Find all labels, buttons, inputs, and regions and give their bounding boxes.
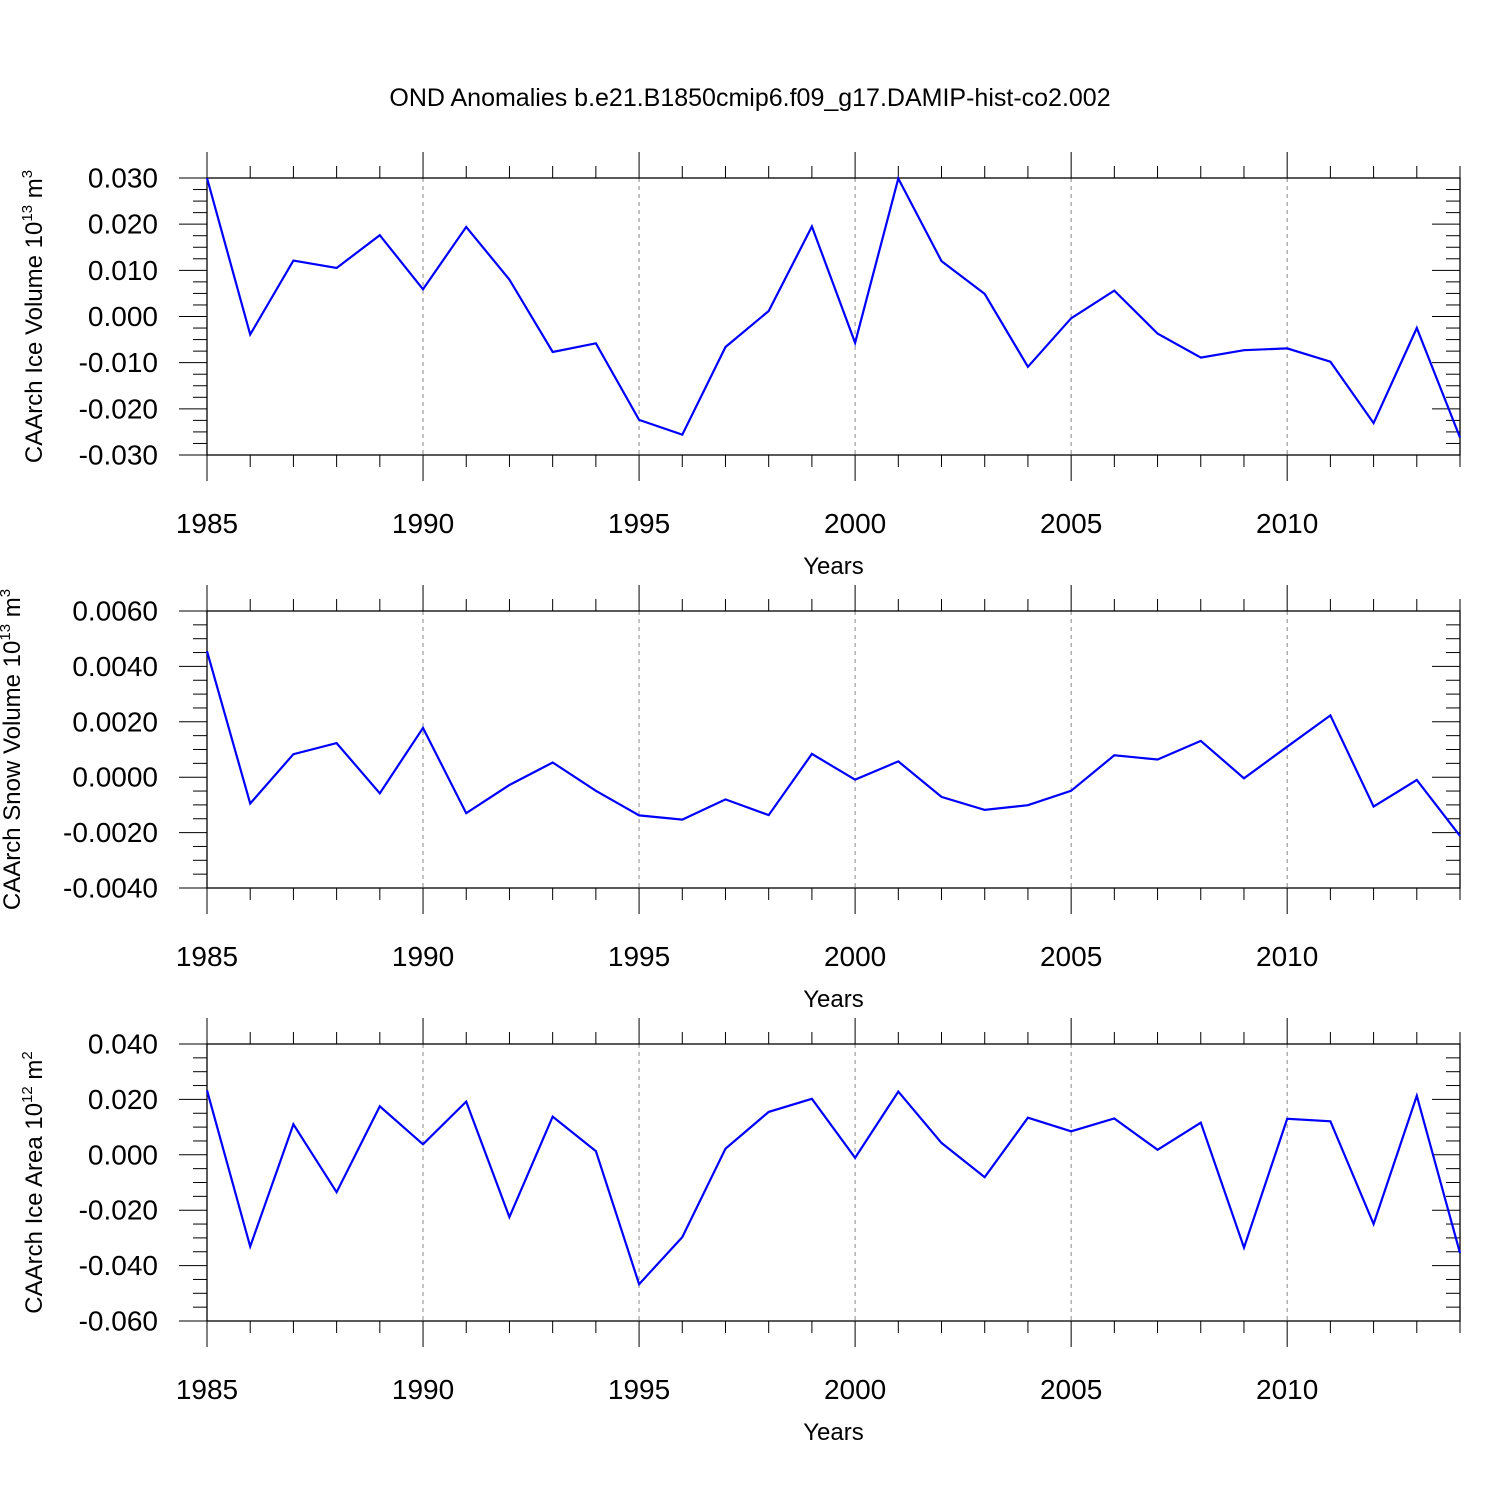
chart-panel-ice-volume: 0.030 0.020 0.010 0.000 -0.010 -0.020 -0.030 19… [19,152,1462,580]
x-tick-label: 2010 [1256,508,1318,539]
y-axis-label-part: 3 [0,589,14,597]
y-tick-label: 0.030 [88,163,158,194]
x-tick-label: 2005 [1040,1374,1102,1405]
y-tick-label: -0.010 [79,347,158,378]
x-tick-label: 1985 [176,941,238,972]
y-axis-label-part: 13 [0,624,14,641]
chart-panel-snow-volume: 0.0060 0.0040 0.0020 0.0000 -0.0020 -0.0040 19… [0,585,1461,1013]
plot-frame [206,1043,1461,1322]
figure-title: OND Anomalies b.e21.B1850cmip6.f09_g17.D… [389,84,1110,112]
x-tick-label: 1995 [608,941,670,972]
y-tick-label: 0.020 [88,1084,158,1115]
x-tick-label: 2005 [1040,508,1102,539]
y-axis-label-part: 3 [19,170,36,178]
y-axis-label-part: m [21,1060,48,1087]
y-axis-label-part: CAArch Ice Volume 10 [21,222,48,463]
chart-panel-ice-area: 0.040 0.020 0.000 -0.020 -0.040 -0.060 1985 199… [19,1018,1462,1446]
y-axis-label: CAArch Snow Volume 1013 m3 [0,589,26,910]
y-tick-label: -0.0040 [63,873,158,904]
series-line [205,650,1461,837]
y-tick-label: 0.000 [88,301,158,332]
y-axis-label-part: m [0,597,26,624]
plot-frame [206,610,1461,889]
x-tick-label: 2010 [1256,1374,1318,1405]
x-tick-label: 2000 [824,1374,886,1405]
y-axis-label-part: 12 [19,1086,36,1103]
series-line [205,175,1462,438]
x-tick-label: 2000 [824,508,886,539]
y-axis-label-part: CAArch Snow Volume 10 [0,641,26,910]
y-tick-label: 0.0060 [72,596,158,627]
x-tick-label: 1990 [392,1374,454,1405]
x-tick-label: 1990 [392,941,454,972]
series-line [205,1089,1462,1287]
x-tick-label: 1985 [176,1374,238,1405]
x-tick-label: 2010 [1256,941,1318,972]
x-tick-label: 1995 [608,1374,670,1405]
x-tick-label: 1995 [608,508,670,539]
y-tick-label: 0.0040 [72,651,158,682]
x-axis-label: Years [803,1419,864,1446]
x-tick-label: 2000 [824,941,886,972]
y-tick-label: -0.020 [79,393,158,424]
y-axis-label-part: 13 [19,205,36,222]
y-tick-label: 0.010 [88,255,158,286]
x-axis-label: Years [803,553,864,580]
y-axis-label-part: m [21,178,48,205]
y-tick-label: 0.040 [88,1029,158,1060]
y-axis-label: CAArch Ice Area 1012 m2 [19,1051,48,1313]
y-tick-label: -0.040 [79,1250,158,1281]
y-axis-label-part: 2 [19,1051,36,1059]
y-tick-label: 0.0020 [72,706,158,737]
x-tick-label: 1985 [176,508,238,539]
y-tick-label: 0.000 [88,1139,158,1170]
x-tick-label: 1990 [392,508,454,539]
y-tick-label: -0.0020 [63,817,158,848]
plot-frame [206,177,1461,456]
y-axis-label-part: CAArch Ice Area 10 [21,1103,48,1314]
y-tick-label: 0.0000 [72,762,158,793]
y-axis-label: CAArch Ice Volume 1013 m3 [19,170,48,463]
y-tick-label: -0.030 [79,440,158,471]
y-tick-label: -0.020 [79,1195,158,1226]
x-axis-label: Years [803,986,864,1013]
chart-panels: 0.030 0.020 0.010 0.000 -0.010 -0.020 -0.030 19… [0,152,1462,1446]
y-tick-label: 0.020 [88,209,158,240]
y-tick-label: -0.060 [79,1306,158,1337]
x-tick-label: 2005 [1040,941,1102,972]
